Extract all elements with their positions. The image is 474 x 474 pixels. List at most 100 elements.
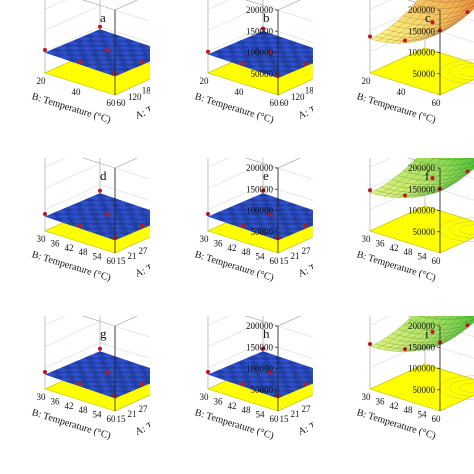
x-tick-label: 20 <box>37 76 47 86</box>
surface-facet <box>307 52 313 57</box>
response-surface <box>207 193 313 241</box>
design-point <box>98 346 102 351</box>
y-tick-label: 21 <box>128 251 137 261</box>
surface-facet <box>94 29 108 35</box>
surface-facet <box>420 158 434 165</box>
y-tick-label: 60 <box>117 98 127 108</box>
wall-grid <box>44 158 150 211</box>
x-tick-label: 40 <box>235 87 245 97</box>
surface-facet <box>309 57 313 61</box>
surface-facet <box>461 0 468 2</box>
x-tick-label: 48 <box>242 405 252 415</box>
wall-gridline <box>207 158 313 168</box>
wall-gridline <box>207 184 313 211</box>
response-surface <box>207 30 313 79</box>
y-tick-label: 180 <box>305 86 313 96</box>
design-point <box>403 38 407 43</box>
x-tick-label: 48 <box>404 405 414 415</box>
panel-b: 5000010000015000020000020406060120180240… <box>108 0 313 158</box>
design-point <box>206 370 210 374</box>
surface-facet <box>257 193 271 199</box>
y-tick-label: 15 <box>280 414 290 424</box>
x-tick-label: 40 <box>397 87 407 97</box>
design-point <box>78 223 82 228</box>
design-point <box>403 193 407 198</box>
surface-facet <box>454 0 463 3</box>
z-tick-label: 100000 <box>246 364 274 374</box>
surface-facet <box>468 158 474 159</box>
design-point <box>43 212 47 216</box>
x-tick-label: 36 <box>214 396 224 406</box>
x-tick-label: 60 <box>107 98 117 108</box>
z-tick-label: 200000 <box>246 321 274 331</box>
wall-gridline <box>207 0 313 10</box>
panel-i: 50000 100000 150000 200000 30 36 42 48 54 60 B: Te… <box>270 316 474 474</box>
response-surface <box>369 0 474 44</box>
x-tick-label: 30 <box>37 392 47 402</box>
design-point <box>140 382 145 387</box>
wall-gridline <box>369 316 391 326</box>
response-surface <box>369 158 474 199</box>
z-tick-label: 150000 <box>246 26 274 36</box>
x-tick-label: 54 <box>418 252 428 262</box>
design-point <box>368 341 372 346</box>
design-point <box>430 20 435 25</box>
design-points <box>206 26 308 78</box>
x-tick-label: 60 <box>432 414 442 424</box>
design-points <box>43 24 145 76</box>
surface-facet <box>146 55 150 59</box>
contour-floor <box>369 205 474 254</box>
z-tick-label: 100000 <box>408 206 436 216</box>
x-tick-label: 60 <box>107 256 117 266</box>
wall-gridline <box>44 163 150 189</box>
wall-grid <box>207 158 313 211</box>
x-tick-label: 54 <box>256 410 266 420</box>
surface-facet <box>448 316 460 320</box>
design-point <box>303 224 308 229</box>
surface-facet <box>146 219 150 223</box>
y-tick-label: 33 <box>150 241 151 251</box>
x-tick-label: 36 <box>51 396 61 406</box>
y-tick-label: 33 <box>313 241 314 251</box>
design-points <box>368 169 470 198</box>
design-point <box>241 381 245 386</box>
y-tick-label: 21 <box>291 409 300 419</box>
design-point <box>105 370 110 375</box>
x-tick-label: 48 <box>242 247 252 257</box>
y-tick-label: 27 <box>302 246 312 256</box>
design-point <box>98 24 102 29</box>
z-tick-label: 50000 <box>413 385 436 395</box>
z-tick-label: 200000 <box>408 5 436 15</box>
z-tick-label: 100000 <box>408 364 436 374</box>
x-tick-label: 54 <box>418 410 428 420</box>
x-tick-label: 42 <box>228 243 237 253</box>
y-tick-label: 15 <box>117 414 127 424</box>
surface-facet <box>469 0 474 5</box>
panel-letter: a <box>100 10 106 25</box>
x-tick-label: 30 <box>362 234 372 244</box>
z-tick-label: 50000 <box>251 227 274 237</box>
design-point <box>78 381 82 386</box>
panel-letter: g <box>100 326 107 341</box>
design-point <box>43 370 47 374</box>
x-tick-label: 42 <box>228 401 237 411</box>
wall-gridline <box>207 342 313 369</box>
z-tick-label: 150000 <box>408 342 436 352</box>
design-point <box>241 223 245 228</box>
z-tick-label: 200000 <box>408 163 436 173</box>
surface-facet <box>433 158 442 160</box>
design-points <box>43 346 145 398</box>
surface-plot-g: 303642485460152127333945B: Temperature (… <box>30 316 150 442</box>
surface-facet <box>307 214 313 219</box>
wall-gridline <box>44 316 150 326</box>
surface-plot-h: 50000 100000 150000 200000 30 36 42 48 54 60 15 21 2… <box>193 316 313 442</box>
z-tick-label: 100000 <box>246 48 274 58</box>
surface-plot-e: 50000 100000 150000 200000 30 36 42 48 54 60 15 21 2… <box>193 158 314 284</box>
design-point <box>430 329 435 334</box>
z-tick-label: 150000 <box>408 26 436 36</box>
surface-facet <box>427 316 438 319</box>
design-point <box>430 176 435 181</box>
z-tick-label: 50000 <box>251 385 274 395</box>
